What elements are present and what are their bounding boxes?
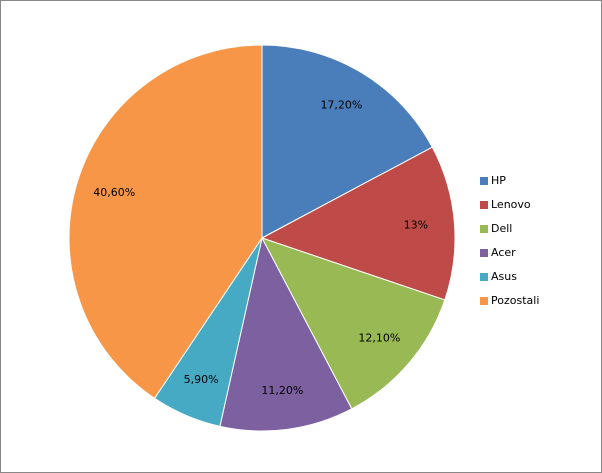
legend-label: Asus [491, 270, 517, 283]
legend-swatch [480, 177, 488, 185]
legend-label: HP [491, 174, 506, 187]
slice-label: 5,90% [184, 373, 219, 386]
pie-slice [260, 146, 456, 301]
legend-swatch [480, 249, 488, 257]
pie-slice [68, 44, 263, 399]
legend-label: Dell [491, 222, 512, 235]
slice-label: 12,10% [358, 331, 400, 344]
pie-slice [261, 44, 433, 239]
legend-label: Acer [491, 246, 516, 259]
slice-label: 40,60% [93, 186, 135, 199]
slice-label: 11,20% [261, 384, 303, 397]
legend-swatch [480, 201, 488, 209]
slice-label: 13% [404, 218, 428, 231]
legend-label: Lenovo [491, 198, 531, 211]
legend-swatch [480, 225, 488, 233]
legend-label: Pozostali [491, 294, 539, 307]
slice-label: 17,20% [320, 99, 362, 112]
pie-slice [260, 237, 446, 410]
pie-slice [219, 236, 353, 432]
legend-swatch [480, 297, 488, 305]
legend-swatch [480, 273, 488, 281]
